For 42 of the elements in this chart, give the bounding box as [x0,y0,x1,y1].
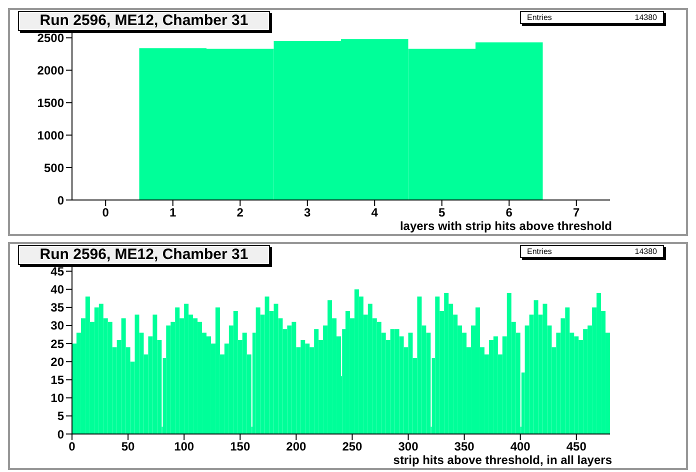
x-tick-label: 5 [438,206,446,220]
y-tick-label: 30 [50,318,64,333]
x-tick-label: 50 [121,440,136,454]
y-tick-label: 0 [57,193,64,208]
x-tick-label: 7 [573,206,580,220]
text: Entries [527,246,552,257]
chart-title: Run 2596, ME12, Chamber 31 [18,11,270,31]
x-tick-label: 250 [342,440,363,454]
x-tick-label: 6 [506,206,513,220]
y-tick-label: 35 [50,300,64,315]
y-tick-label: 10 [50,391,64,406]
x-tick-label: 2 [236,206,244,220]
x-tick-label: 0 [68,440,76,454]
y-tick-label: 5 [57,409,64,424]
y-tick-label: 0 [57,427,64,442]
text: 14380 [634,246,657,257]
x-tick-label: 350 [454,440,475,454]
text: Entries [527,12,552,23]
x-tick-label: 1 [170,206,177,220]
x-tick-label: 300 [398,440,419,454]
x-tick-label: 0 [102,206,110,220]
y-tick-label: 15 [50,373,64,388]
y-tick-label: 2000 [37,63,64,78]
y-tick-label: 45 [50,264,64,278]
x-tick-label: 3 [304,206,312,220]
y-tick-label: 40 [50,282,64,297]
x-tick-label: 200 [286,440,306,454]
y-tick-label: 1000 [37,128,64,142]
x-axis-title: layers with strip hits above threshold [400,219,612,233]
x-tick-label: 400 [510,440,531,454]
x-tick-label: 150 [230,440,250,454]
y-tick-label: 20 [50,354,64,369]
text: 14380 [634,12,657,23]
y-tick-label: 1500 [37,96,64,110]
x-axis-title: strip hits above threshold, in all layers [393,453,612,467]
y-tick-label: 25 [50,336,64,351]
y-tick-label: 2500 [37,31,64,46]
y-tick-label: 500 [44,160,64,175]
chart-title: Run 2596, ME12, Chamber 31 [18,245,270,265]
x-tick-label: 4 [371,206,378,220]
x-tick-label: 100 [174,440,194,454]
x-tick-label: 450 [566,440,587,454]
